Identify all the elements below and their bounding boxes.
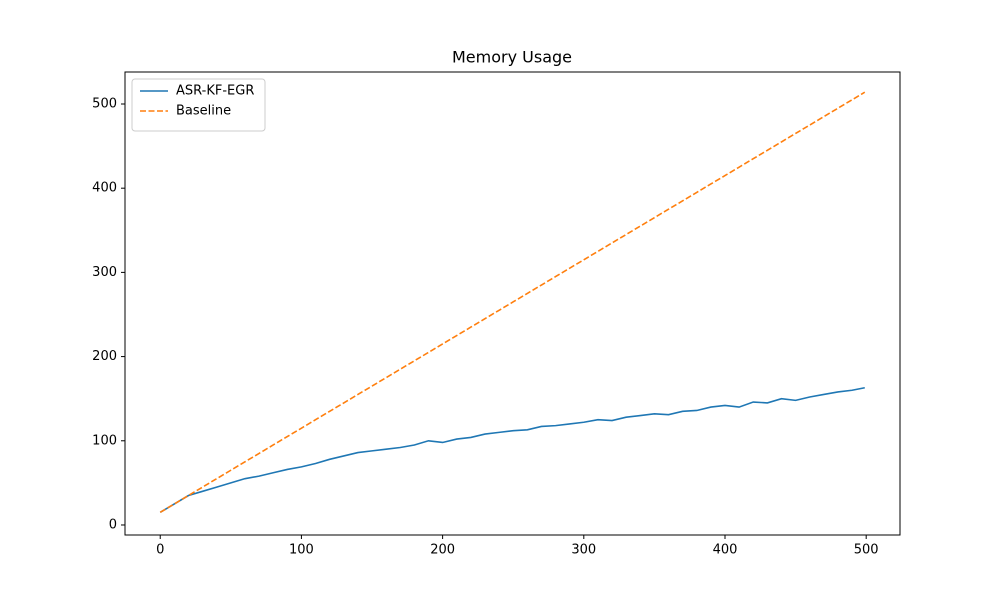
y-tick-label: 300 [92,265,117,280]
y-tick-label: 500 [92,96,117,111]
y-tick-label: 0 [109,517,117,532]
x-tick-label: 200 [430,543,455,558]
legend-label: Baseline [176,104,231,119]
legend-box [131,78,266,132]
x-tick-label: 100 [289,543,314,558]
x-tick-label: 500 [854,543,879,558]
y-tick-label: 100 [92,433,117,448]
y-tick-label: 400 [92,181,117,196]
y-tick-label: 200 [92,349,117,364]
legend-label: ASR-KF-EGR [176,84,254,99]
x-tick-label: 300 [571,543,596,558]
x-tick-label: 400 [713,543,738,558]
legend: ASR-KF-EGR Baseline [131,78,266,132]
series-line [159,91,866,514]
plot-frame [124,71,901,536]
chart-title: Memory Usage [452,48,572,67]
series-line [159,386,865,514]
x-tick-label: 0 [156,543,164,558]
